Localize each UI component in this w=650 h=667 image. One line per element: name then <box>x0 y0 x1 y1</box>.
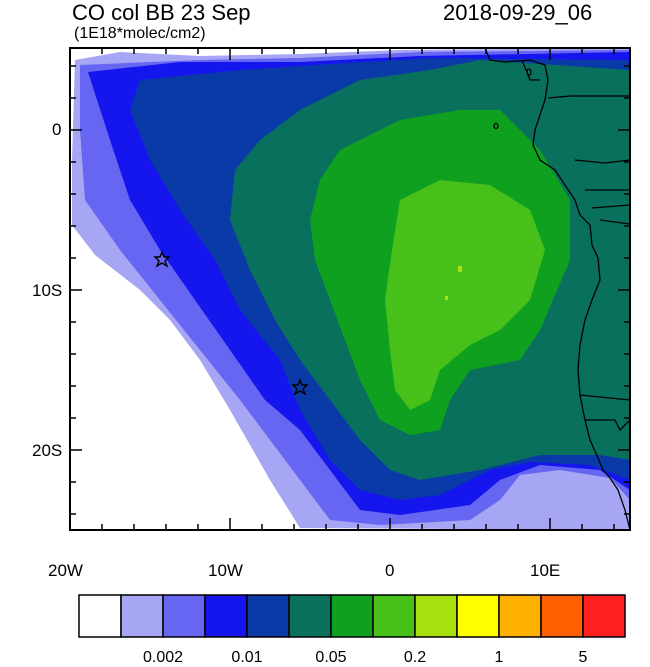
colorbar-swatch <box>288 594 332 638</box>
coastline-borders <box>484 48 630 530</box>
contour-teal-east <box>530 96 630 220</box>
x-tick-label-10w: 10W <box>208 561 243 580</box>
y-tick-label-10s: 10S <box>32 281 63 300</box>
colorbar-swatch <box>372 594 416 638</box>
colorbar-swatch <box>246 594 290 638</box>
colorbar-swatch <box>78 594 122 638</box>
colorbar-swatch <box>120 594 164 638</box>
contour-light-green <box>385 180 545 410</box>
island <box>526 68 532 76</box>
colorbar-label: 0.05 <box>315 649 347 666</box>
colorbar-swatch <box>414 594 458 638</box>
map-title-left: CO col BB 23 Sep <box>72 0 251 25</box>
map-title-right: 2018-09-29_06 <box>443 0 593 25</box>
colorbar-label: 1 <box>494 649 504 666</box>
units-label: (1E18*molec/cm2) <box>74 25 206 42</box>
colorbar-swatch <box>582 594 626 638</box>
star-marker-2 <box>291 378 309 396</box>
colorbar <box>78 594 626 638</box>
colorbar-label: 0.002 <box>142 649 184 666</box>
x-tick-label-10e: 10E <box>530 561 561 580</box>
coastline <box>484 48 630 530</box>
axis-ticks <box>69 48 630 530</box>
colorbar-swatch <box>540 594 584 638</box>
border-lines <box>521 59 630 432</box>
y-tick-label-0: 0 <box>52 120 62 139</box>
map-frame <box>69 47 631 531</box>
x-tick-label-0: 0 <box>385 561 395 580</box>
contour-yellow-green-spot-1 <box>458 266 462 272</box>
colorbar-label: 0.01 <box>231 649 263 666</box>
x-tick-label-20w: 20W <box>48 561 83 580</box>
y-tick-label-20s: 20S <box>32 441 63 460</box>
colorbar-swatch <box>204 594 248 638</box>
star-marker-1 <box>153 250 171 268</box>
island <box>493 122 499 130</box>
colorbar-label: 5 <box>578 649 588 666</box>
co-column-field <box>70 48 630 530</box>
colorbar-swatch <box>498 594 542 638</box>
colorbar-swatch <box>456 594 500 638</box>
colorbar-swatch <box>330 594 374 638</box>
colorbar-label: 0.2 <box>403 649 427 666</box>
contour-yellow-green-spot-2 <box>445 296 448 300</box>
colorbar-swatch <box>162 594 206 638</box>
